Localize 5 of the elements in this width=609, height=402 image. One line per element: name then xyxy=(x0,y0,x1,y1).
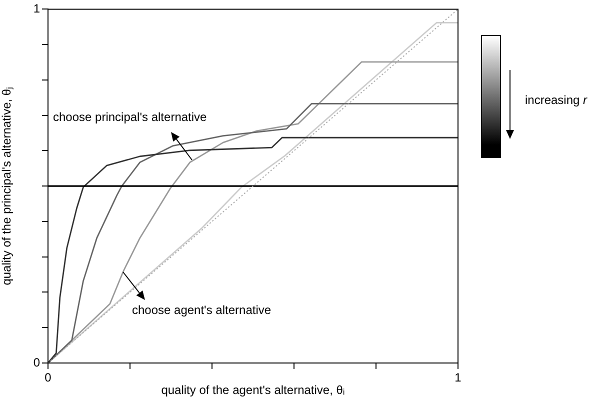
text: increasing r xyxy=(525,93,588,107)
x-axis-title: quality of the agent's alternative, θᵢ xyxy=(161,383,345,398)
annotation: choose agent's alternative xyxy=(132,303,272,317)
y-axis-title: quality of the principal's alternative, θⱼ xyxy=(0,86,14,286)
annotation: choose principal's alternative xyxy=(53,110,207,124)
